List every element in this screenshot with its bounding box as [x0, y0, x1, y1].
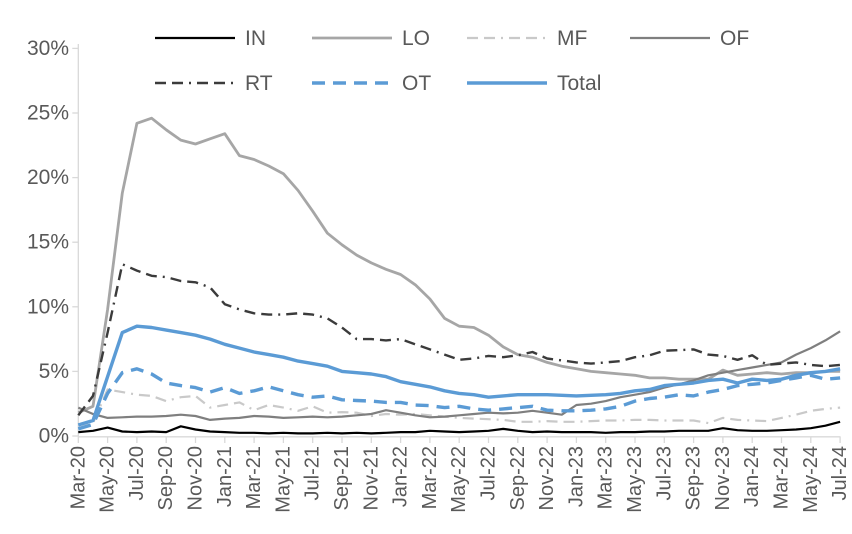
- series-line-of: [77, 330, 841, 421]
- x-axis-label: Jul-22: [478, 446, 500, 500]
- x-axis-label: Jul-24: [829, 446, 851, 500]
- y-axis-label: 30%: [27, 37, 69, 60]
- y-axis-label: 20%: [27, 166, 69, 189]
- x-axis-label: Jan-23: [565, 446, 587, 507]
- x-axis-label: May-23: [624, 446, 646, 513]
- x-axis-label: May-24: [800, 446, 822, 513]
- legend-item-lo: LO: [312, 26, 430, 50]
- x-axis-label: Mar-24: [771, 446, 793, 509]
- x-axis-label: Jul-23: [653, 446, 675, 500]
- x-axis-label: Jan-24: [741, 446, 763, 507]
- x-axis-label: Sep-20: [155, 446, 177, 511]
- x-axis-label: May-21: [272, 446, 294, 513]
- legend-item-in: IN: [155, 26, 266, 50]
- x-axis-label: Sep-21: [331, 446, 353, 511]
- y-axis-label: 5%: [39, 360, 69, 383]
- legend-item-ot: OT: [312, 71, 431, 95]
- legend-label: MF: [557, 26, 588, 50]
- x-axis-label: Mar-22: [419, 446, 441, 509]
- chart-legend: IN LO MF OF RT OT Total: [0, 0, 852, 110]
- y-axis-label: 10%: [27, 295, 69, 318]
- x-axis-label: Nov-20: [185, 446, 207, 510]
- y-axis-label: 15%: [27, 231, 69, 254]
- legend-label: LO: [402, 26, 431, 50]
- series-line-total: [77, 324, 841, 427]
- legend-label: OT: [402, 71, 432, 95]
- y-axis-labels: 0% 5% 10% 15% 20% 25% 30%: [27, 37, 69, 448]
- axes: [72, 44, 841, 443]
- legend-item-rt: RT: [155, 71, 273, 95]
- series-line-lo: [77, 116, 841, 414]
- legend-label: OF: [720, 26, 750, 50]
- x-axis-label: Mar-23: [595, 446, 617, 509]
- legend-item-mf: MF: [467, 26, 587, 50]
- x-axis-label: Sep-22: [507, 446, 529, 511]
- y-axis-label: 25%: [27, 102, 69, 125]
- series-line-mf: [77, 388, 841, 430]
- legend-swatch-rt: [155, 81, 235, 85]
- legend-label: IN: [245, 26, 266, 50]
- series-line-rt: [77, 263, 841, 417]
- legend-swatch-in: [155, 36, 235, 40]
- x-axis-label: Sep-23: [683, 446, 705, 511]
- x-axis-label: Nov-23: [712, 446, 734, 510]
- legend-swatch-ot: [312, 81, 392, 85]
- legend-label: Total: [557, 71, 602, 95]
- x-axis-label: Mar-21: [243, 446, 265, 509]
- x-axis-label: Mar-20: [67, 446, 89, 509]
- x-axis-label: Jul-20: [126, 446, 148, 500]
- x-axis-label: May-22: [448, 446, 470, 513]
- legend-swatch-of: [630, 36, 710, 40]
- x-axis-label: Nov-21: [360, 446, 382, 510]
- y-axis-label: 0%: [39, 425, 69, 448]
- legend-item-total: Total: [467, 71, 601, 95]
- legend-swatch-mf: [467, 36, 547, 40]
- x-axis-label: Jan-22: [390, 446, 412, 507]
- x-axis-labels: Mar-20 May-20 Jul-20 Sep-20 Nov-20 Jan-21 Mar-…: [67, 446, 851, 513]
- legend-swatch-total: [467, 81, 547, 85]
- x-axis-label: Nov-22: [536, 446, 558, 510]
- x-axis-label: Jul-21: [302, 446, 324, 500]
- legend-item-of: OF: [630, 26, 749, 50]
- x-axis-label: May-20: [97, 446, 119, 513]
- series-line-ot: [77, 367, 841, 431]
- x-axis-label: Jan-21: [214, 446, 236, 507]
- series-line-in: [78, 420, 841, 435]
- legend-swatch-lo: [312, 36, 392, 40]
- legend-label: RT: [245, 71, 273, 95]
